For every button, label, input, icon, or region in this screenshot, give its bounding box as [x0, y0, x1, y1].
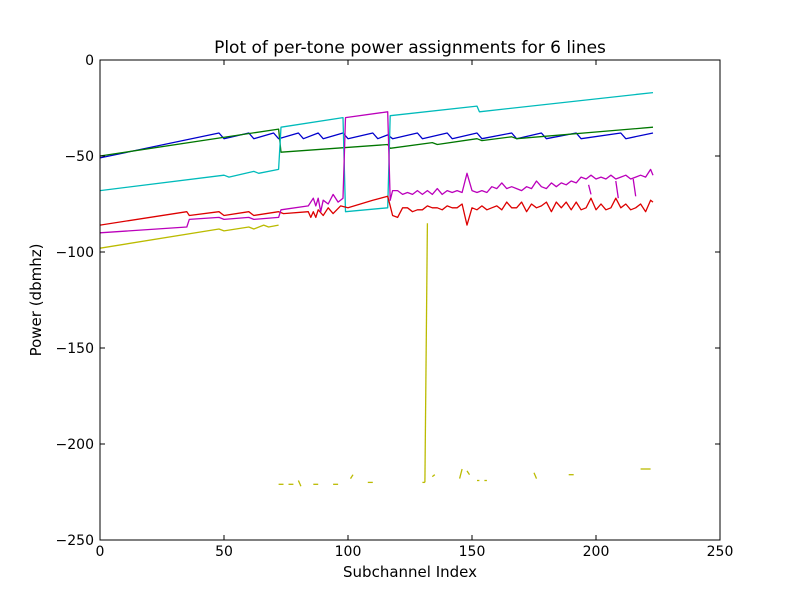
series-line-5-segment-3 [615, 180, 619, 199]
x-tick-label: 0 [96, 544, 105, 560]
series-line-2-segment-1 [100, 126, 654, 157]
x-tick-label: 200 [583, 544, 610, 560]
y-tick-label: −150 [56, 341, 94, 357]
series-line-6-segment-12 [458, 468, 463, 479]
series-line-6-segment-8 [349, 474, 354, 479]
x-tick-label: 150 [459, 544, 486, 560]
series-line-5-segment-4 [632, 178, 637, 197]
series-line-3-segment-1 [100, 91, 654, 213]
x-tick-label: 50 [215, 544, 233, 560]
series-line-4-segment-1 [100, 195, 654, 226]
x-tick-label: 100 [335, 544, 362, 560]
y-axis-label: Power (dbmhz) [27, 244, 45, 357]
plot-frame [99, 59, 721, 541]
x-tick-label: 250 [707, 544, 734, 560]
y-tick-label: −250 [56, 533, 94, 549]
y-tick-label: 0 [85, 53, 94, 69]
axes-layer: 0 50 100 150 200 250 0 −50 −100 −150 −200 −250 [56, 53, 734, 560]
series-line-6-segment-1 [100, 224, 279, 249]
y-tick-label: −200 [56, 437, 94, 453]
series-line-6-segment-11 [431, 474, 436, 478]
series-line-5-segment-2 [587, 184, 592, 195]
y-tick-label: −50 [64, 149, 94, 165]
x-axis-label: Subchannel Index [343, 563, 477, 581]
series-line-6-segment-13 [466, 470, 471, 476]
series-line-6-segment-2 [424, 223, 429, 483]
y-tick-label: −100 [56, 245, 94, 261]
series-group [100, 91, 654, 487]
chart-title: Plot of per-tone power assignments for 6… [214, 38, 606, 58]
series-line-6-segment-5 [297, 480, 302, 487]
series-line-5-segment-1 [100, 111, 654, 234]
series-line-6-segment-16 [533, 472, 538, 479]
series-layer [100, 91, 654, 487]
